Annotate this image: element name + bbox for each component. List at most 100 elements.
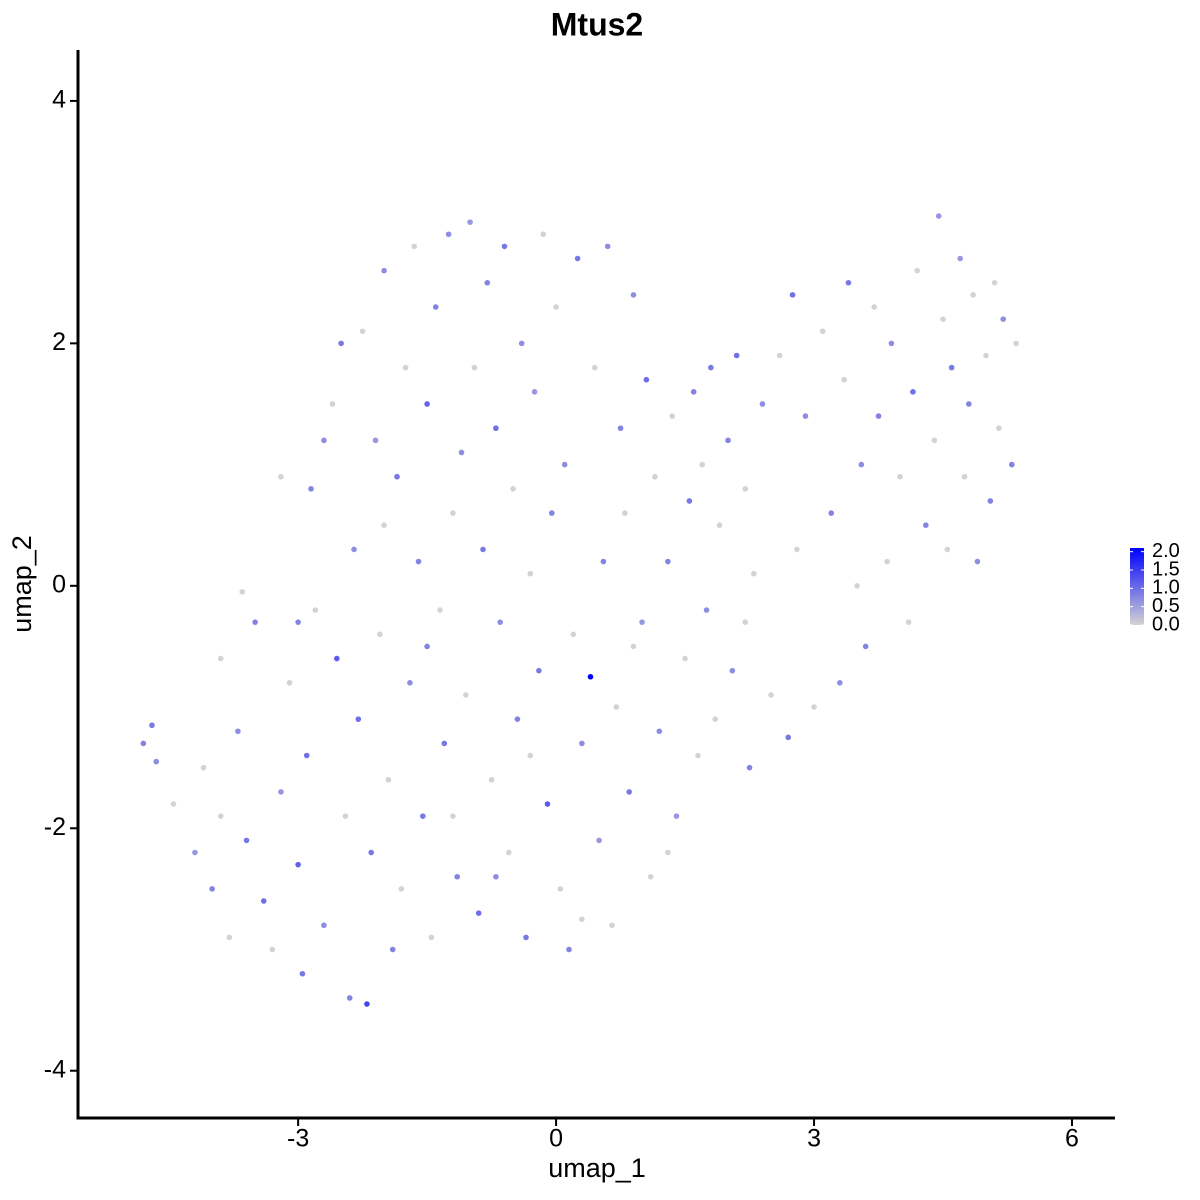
point bbox=[424, 643, 430, 650]
point bbox=[557, 886, 564, 892]
chart-title: Mtus2 bbox=[551, 6, 643, 42]
point bbox=[424, 401, 430, 407]
point bbox=[604, 243, 611, 250]
point bbox=[729, 667, 736, 674]
point bbox=[540, 231, 546, 238]
point bbox=[579, 740, 585, 747]
point bbox=[639, 619, 645, 625]
point bbox=[708, 364, 714, 371]
point bbox=[351, 546, 357, 553]
point bbox=[579, 916, 585, 922]
point bbox=[415, 558, 422, 565]
point bbox=[170, 801, 177, 807]
point bbox=[768, 692, 774, 698]
point bbox=[716, 522, 723, 529]
point bbox=[837, 679, 843, 686]
x-tick-label: 0 bbox=[549, 1125, 563, 1153]
point bbox=[617, 425, 624, 432]
point bbox=[235, 728, 241, 735]
point bbox=[974, 558, 981, 565]
point bbox=[703, 607, 710, 613]
point bbox=[647, 873, 654, 880]
point bbox=[987, 498, 994, 504]
point bbox=[802, 413, 809, 419]
point bbox=[432, 304, 439, 310]
point bbox=[626, 789, 632, 795]
point bbox=[450, 510, 456, 516]
point bbox=[944, 546, 951, 553]
point bbox=[364, 1001, 370, 1007]
point bbox=[828, 510, 835, 516]
point bbox=[518, 340, 525, 347]
point bbox=[888, 340, 895, 347]
point bbox=[497, 619, 503, 625]
point bbox=[733, 352, 740, 359]
point bbox=[407, 679, 413, 686]
point bbox=[454, 873, 461, 880]
point bbox=[252, 619, 258, 625]
point bbox=[961, 473, 968, 480]
point bbox=[914, 267, 921, 274]
point bbox=[295, 619, 301, 625]
point bbox=[996, 425, 1002, 432]
point bbox=[669, 413, 675, 419]
point bbox=[1009, 461, 1015, 468]
colorbar-label: 1.5 bbox=[1152, 558, 1180, 580]
point bbox=[286, 679, 293, 686]
point bbox=[243, 837, 250, 844]
colorbar bbox=[1130, 548, 1144, 625]
colorbar-label: 0.0 bbox=[1152, 613, 1180, 635]
point bbox=[966, 401, 972, 407]
point bbox=[858, 461, 865, 468]
point bbox=[140, 740, 147, 747]
point bbox=[239, 589, 246, 595]
point bbox=[643, 376, 650, 383]
point bbox=[785, 734, 792, 741]
point bbox=[437, 607, 443, 613]
point bbox=[991, 279, 998, 286]
point bbox=[695, 752, 701, 759]
point bbox=[394, 473, 400, 480]
point bbox=[471, 364, 478, 371]
colorbar-label: 0.5 bbox=[1152, 595, 1180, 617]
point bbox=[587, 673, 594, 680]
point bbox=[321, 437, 327, 444]
point bbox=[510, 486, 516, 492]
point bbox=[402, 364, 409, 371]
point bbox=[338, 340, 344, 347]
point bbox=[428, 934, 435, 941]
x-tick-label: 3 bbox=[807, 1125, 821, 1153]
point bbox=[983, 352, 989, 359]
point bbox=[411, 243, 418, 250]
y-tick-label: 2 bbox=[52, 328, 66, 356]
point bbox=[260, 898, 267, 904]
point bbox=[1013, 340, 1019, 347]
point bbox=[377, 631, 383, 638]
point bbox=[484, 279, 491, 286]
point bbox=[712, 716, 718, 722]
point bbox=[527, 752, 534, 759]
point bbox=[690, 389, 697, 395]
point bbox=[897, 473, 903, 480]
point bbox=[957, 255, 964, 262]
point bbox=[776, 352, 783, 359]
point bbox=[209, 886, 215, 892]
x-tick-label: 6 bbox=[1065, 1125, 1079, 1153]
point bbox=[505, 849, 512, 856]
point bbox=[527, 570, 534, 577]
point bbox=[884, 558, 890, 565]
point bbox=[622, 510, 628, 516]
point bbox=[475, 910, 482, 916]
point bbox=[613, 704, 620, 710]
point bbox=[1000, 316, 1007, 322]
point bbox=[536, 667, 542, 674]
point bbox=[910, 389, 916, 395]
point bbox=[561, 461, 568, 468]
point bbox=[480, 546, 486, 553]
point bbox=[368, 849, 375, 856]
point bbox=[192, 849, 198, 856]
y-tick-label: -2 bbox=[44, 813, 66, 841]
point bbox=[845, 279, 852, 286]
point bbox=[699, 461, 706, 468]
